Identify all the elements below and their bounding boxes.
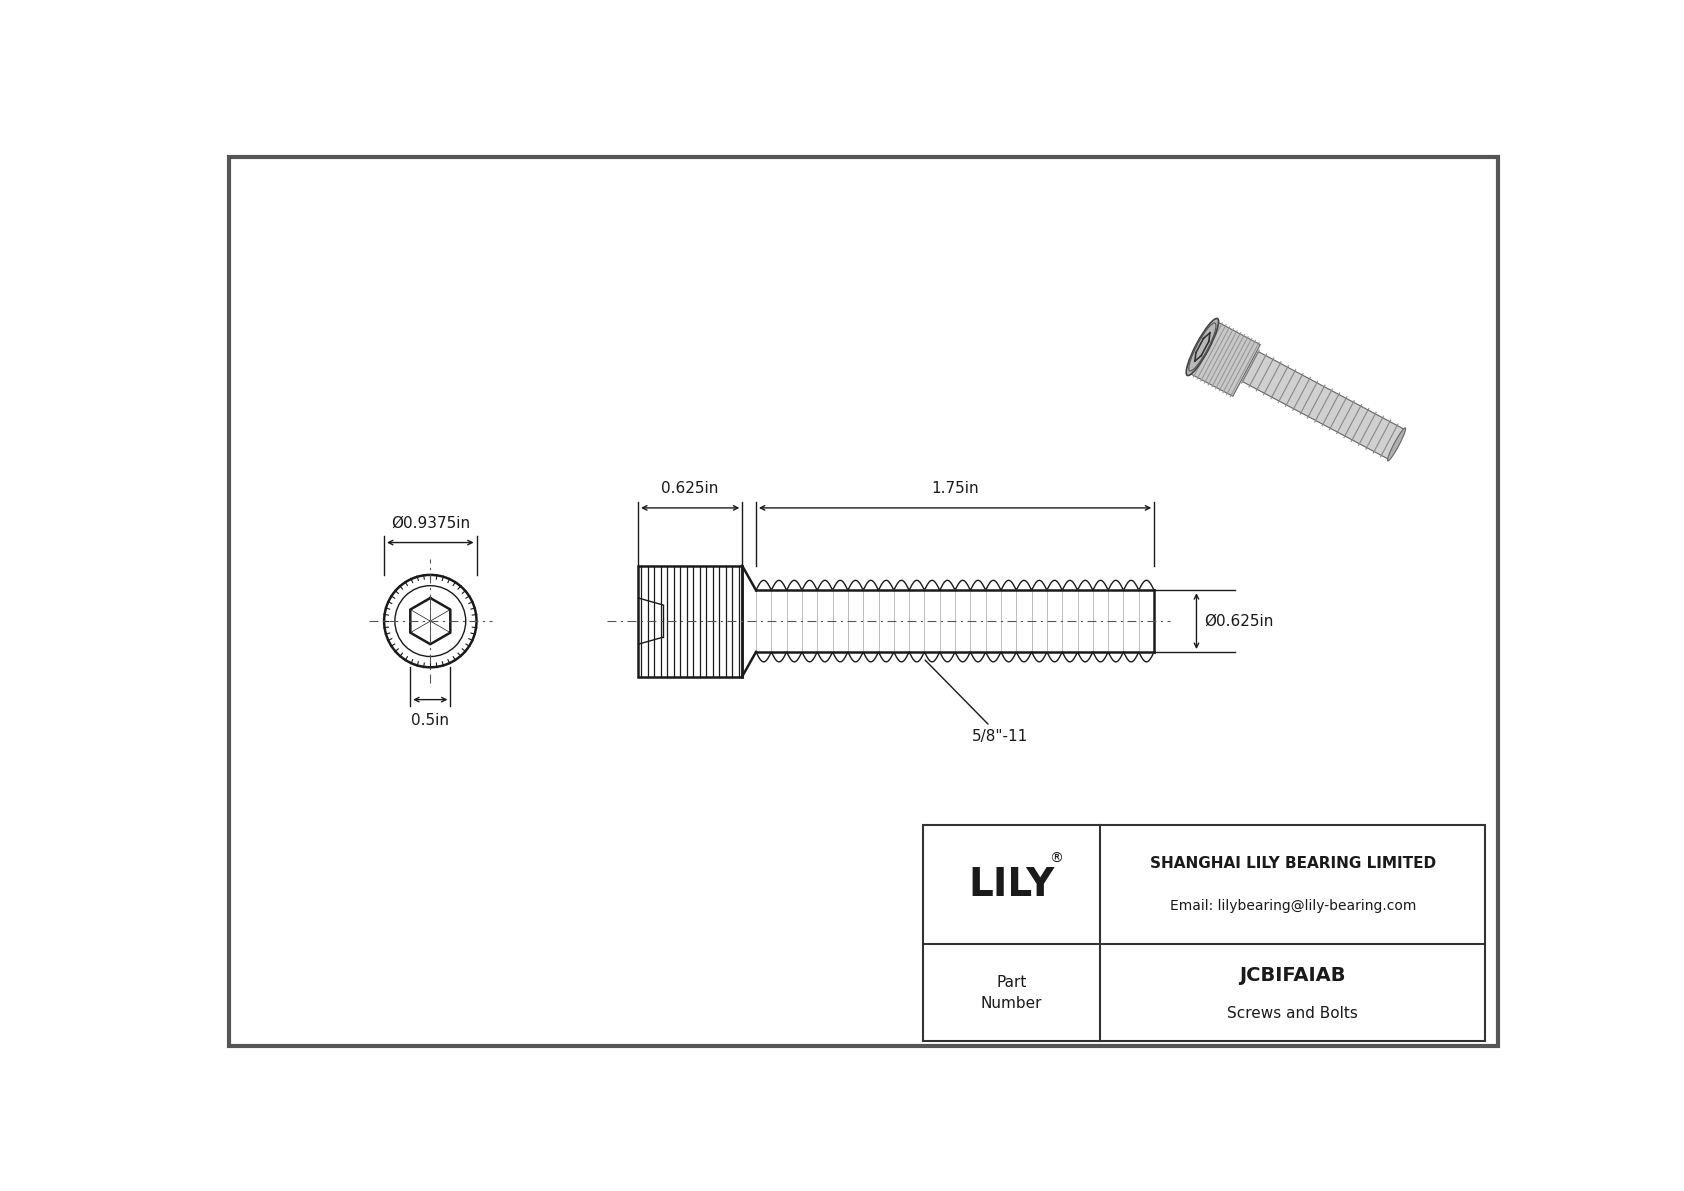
Text: 0.625in: 0.625in — [662, 481, 719, 497]
Bar — [923, 825, 1485, 1041]
Bar — [638, 566, 743, 676]
Text: Screws and Bolts: Screws and Bolts — [1228, 1006, 1359, 1022]
Text: Part
Number: Part Number — [980, 974, 1042, 1011]
Text: 1.75in: 1.75in — [931, 481, 978, 497]
Text: 5/8"-11: 5/8"-11 — [925, 660, 1029, 744]
Ellipse shape — [1388, 428, 1406, 461]
Polygon shape — [1189, 322, 1260, 397]
Ellipse shape — [1186, 318, 1219, 375]
Text: Email: lilybearing@lily-bearing.com: Email: lilybearing@lily-bearing.com — [1169, 899, 1416, 913]
Text: Ø0.9375in: Ø0.9375in — [391, 516, 470, 531]
Circle shape — [384, 575, 477, 667]
Polygon shape — [1243, 351, 1404, 460]
Text: SHANGHAI LILY BEARING LIMITED: SHANGHAI LILY BEARING LIMITED — [1150, 856, 1436, 871]
Text: ®: ® — [1049, 852, 1063, 866]
Text: LILY: LILY — [968, 866, 1054, 904]
Text: Ø0.625in: Ø0.625in — [1204, 613, 1273, 629]
Text: JCBIFAIAB: JCBIFAIAB — [1239, 966, 1346, 985]
Text: 0.5in: 0.5in — [411, 713, 450, 729]
